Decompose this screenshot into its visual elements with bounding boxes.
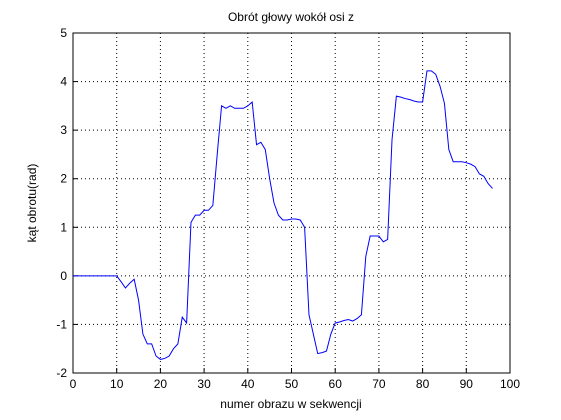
- x-tick-label: 60: [329, 377, 343, 391]
- x-tick-label: 70: [372, 377, 386, 391]
- y-tick-label: 1: [60, 220, 67, 234]
- y-tick-label: 3: [60, 123, 67, 137]
- y-tick-label: -2: [56, 366, 67, 380]
- chart-title: Obrót głowy wokół osi z: [228, 10, 354, 24]
- y-tick-label: 2: [60, 172, 67, 186]
- x-tick-label: 0: [70, 377, 77, 391]
- data-line: [73, 70, 493, 360]
- y-tick-label: 0: [60, 269, 67, 283]
- x-tick-label: 20: [154, 377, 168, 391]
- y-tick-label: 4: [60, 75, 67, 89]
- x-tick-label: 40: [241, 377, 255, 391]
- x-tick-label: 80: [416, 377, 430, 391]
- y-tick-label: -1: [56, 317, 67, 331]
- x-tick-label: 50: [285, 377, 299, 391]
- x-tick-label: 10: [110, 377, 124, 391]
- plot-frame: [72, 32, 511, 374]
- x-tick-label: 30: [197, 377, 211, 391]
- x-tick-label: 90: [460, 377, 474, 391]
- x-tick-label: 100: [500, 377, 520, 391]
- x-axis-label: numer obrazu w sekwencji: [220, 397, 361, 411]
- y-tick-label: 5: [60, 26, 67, 40]
- y-axis-label: kąt obrotu(rad): [25, 164, 39, 243]
